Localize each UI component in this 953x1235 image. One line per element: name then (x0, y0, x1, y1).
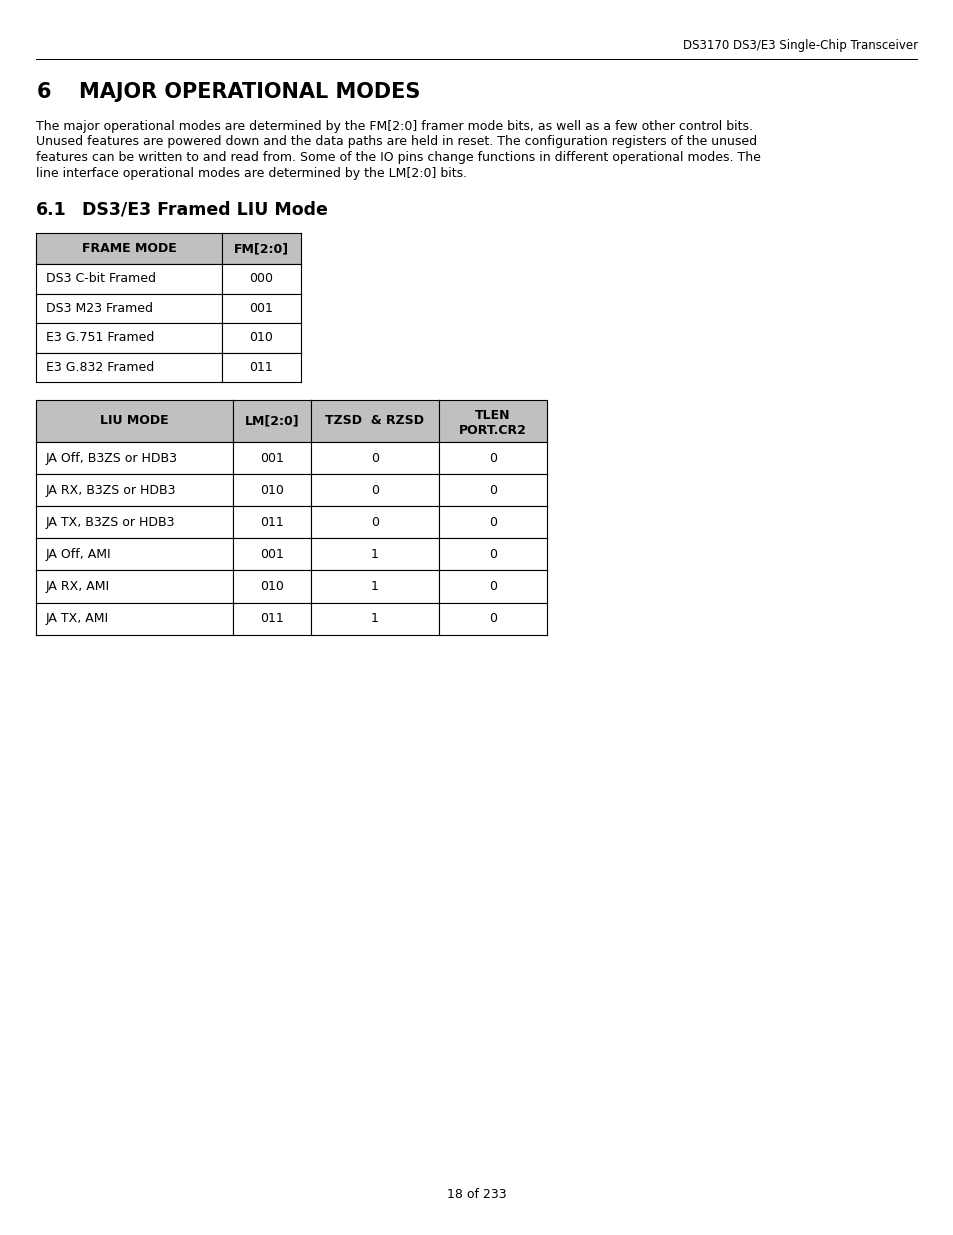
Text: 0: 0 (488, 548, 497, 561)
Text: 0: 0 (488, 452, 497, 464)
Text: 1: 1 (371, 548, 378, 561)
Text: 001: 001 (259, 548, 284, 561)
Text: 010: 010 (259, 580, 284, 593)
Text: 0: 0 (371, 484, 378, 496)
Text: DS3170 DS3/E3 Single-Chip Transceiver: DS3170 DS3/E3 Single-Chip Transceiver (682, 38, 917, 52)
Text: JA RX, AMI: JA RX, AMI (46, 580, 111, 593)
Text: DS3 M23 Framed: DS3 M23 Framed (46, 301, 152, 315)
Text: 1: 1 (371, 613, 378, 625)
Text: 011: 011 (260, 516, 283, 529)
Text: 001: 001 (249, 301, 274, 315)
Text: The major operational modes are determined by the FM[2:0] framer mode bits, as w: The major operational modes are determin… (36, 120, 753, 133)
Text: 010: 010 (259, 484, 284, 496)
Text: 0: 0 (488, 516, 497, 529)
Text: 011: 011 (260, 613, 283, 625)
Text: 6: 6 (36, 82, 51, 103)
Text: TZSD  & RZSD: TZSD & RZSD (325, 415, 424, 427)
Text: line interface operational modes are determined by the LM[2:0] bits.: line interface operational modes are det… (36, 167, 467, 179)
Text: 1: 1 (371, 580, 378, 593)
Text: TLEN: TLEN (475, 410, 510, 422)
Text: 0: 0 (488, 484, 497, 496)
Text: JA Off, B3ZS or HDB3: JA Off, B3ZS or HDB3 (46, 452, 178, 464)
Text: 010: 010 (249, 331, 274, 345)
Text: DS3 C-bit Framed: DS3 C-bit Framed (46, 272, 155, 285)
Text: JA TX, AMI: JA TX, AMI (46, 613, 109, 625)
Text: 001: 001 (259, 452, 284, 464)
Text: E3 G.751 Framed: E3 G.751 Framed (46, 331, 153, 345)
Text: 011: 011 (250, 361, 273, 374)
Text: 0: 0 (488, 613, 497, 625)
Text: 0: 0 (371, 516, 378, 529)
Text: FRAME MODE: FRAME MODE (82, 242, 176, 254)
Text: 18 of 233: 18 of 233 (447, 1188, 506, 1202)
Text: JA Off, AMI: JA Off, AMI (46, 548, 112, 561)
Text: 000: 000 (249, 272, 274, 285)
Text: E3 G.832 Framed: E3 G.832 Framed (46, 361, 153, 374)
Text: JA RX, B3ZS or HDB3: JA RX, B3ZS or HDB3 (46, 484, 176, 496)
Text: JA TX, B3ZS or HDB3: JA TX, B3ZS or HDB3 (46, 516, 175, 529)
Text: Unused features are powered down and the data paths are held in reset. The confi: Unused features are powered down and the… (36, 136, 757, 148)
Text: 6.1: 6.1 (36, 201, 67, 219)
Text: 0: 0 (371, 452, 378, 464)
Text: LM[2:0]: LM[2:0] (244, 415, 299, 427)
Text: features can be written to and read from. Some of the IO pins change functions i: features can be written to and read from… (36, 151, 760, 164)
Text: MAJOR OPERATIONAL MODES: MAJOR OPERATIONAL MODES (79, 82, 420, 103)
Text: PORT.CR2: PORT.CR2 (458, 424, 526, 437)
Text: LIU MODE: LIU MODE (100, 415, 169, 427)
Text: 0: 0 (488, 580, 497, 593)
Text: FM[2:0]: FM[2:0] (233, 242, 289, 254)
Text: DS3/E3 Framed LIU Mode: DS3/E3 Framed LIU Mode (82, 201, 328, 219)
